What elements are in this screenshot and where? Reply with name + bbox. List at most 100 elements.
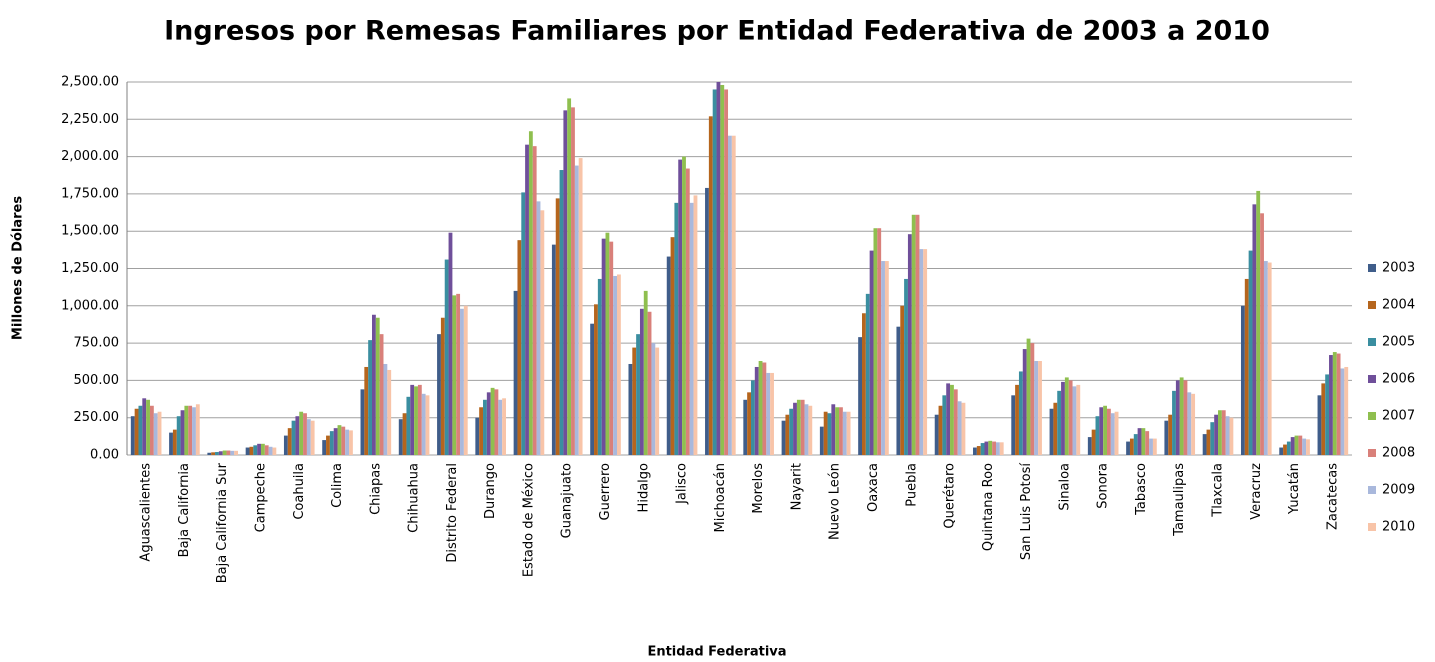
bar bbox=[731, 135, 736, 455]
bar bbox=[517, 240, 522, 455]
bar bbox=[475, 417, 480, 455]
bar bbox=[425, 395, 430, 455]
bar bbox=[666, 256, 671, 455]
bar bbox=[410, 384, 415, 455]
bar bbox=[999, 442, 1004, 455]
bar bbox=[1298, 435, 1303, 455]
bar bbox=[957, 401, 962, 455]
bar bbox=[655, 347, 660, 455]
bar bbox=[1179, 377, 1184, 455]
bar bbox=[942, 395, 947, 455]
bar bbox=[379, 334, 384, 455]
bar bbox=[215, 452, 219, 455]
bar bbox=[1087, 437, 1092, 455]
bar bbox=[800, 399, 805, 455]
bar bbox=[953, 389, 958, 455]
bar bbox=[157, 411, 162, 455]
bar bbox=[326, 435, 330, 455]
bar bbox=[988, 440, 993, 455]
bar bbox=[793, 402, 797, 455]
x-tick-label: Puebla bbox=[904, 463, 919, 507]
bar bbox=[842, 411, 847, 455]
bar bbox=[1283, 444, 1287, 455]
bar bbox=[513, 290, 518, 455]
bar bbox=[904, 278, 908, 455]
bar bbox=[1302, 438, 1307, 455]
bar bbox=[383, 363, 388, 455]
bar bbox=[1114, 411, 1119, 455]
bar bbox=[831, 404, 836, 455]
bar bbox=[234, 450, 239, 455]
bar bbox=[134, 408, 139, 455]
bar bbox=[796, 399, 801, 455]
bar bbox=[1164, 420, 1169, 455]
bar bbox=[919, 249, 924, 455]
bar bbox=[268, 446, 273, 455]
bar bbox=[299, 411, 304, 455]
bar bbox=[146, 399, 150, 455]
bar bbox=[322, 440, 327, 455]
bar bbox=[1107, 408, 1111, 455]
bar bbox=[923, 249, 928, 455]
y-tick-label: 500.00 bbox=[74, 373, 120, 388]
y-tick-label: 250.00 bbox=[74, 410, 120, 425]
bar bbox=[571, 107, 575, 455]
x-tick-label: Colima bbox=[330, 463, 345, 508]
bar bbox=[1011, 395, 1016, 455]
bar bbox=[984, 441, 989, 455]
bar bbox=[643, 290, 648, 455]
bar bbox=[750, 380, 755, 455]
bar bbox=[372, 314, 376, 455]
bar bbox=[946, 383, 951, 455]
bar bbox=[264, 445, 269, 455]
bar bbox=[728, 135, 732, 455]
bar bbox=[1218, 410, 1222, 455]
x-tick-label: Campeche bbox=[253, 463, 268, 532]
x-tick-label: Baja California Sur bbox=[215, 462, 230, 583]
x-tick-label: Veracruz bbox=[1249, 463, 1264, 520]
bar bbox=[440, 317, 445, 455]
bar bbox=[636, 334, 640, 455]
bar bbox=[858, 337, 862, 455]
bar bbox=[295, 416, 300, 455]
x-tick-label: Guanajuato bbox=[560, 463, 575, 538]
bar bbox=[333, 428, 338, 455]
bar bbox=[716, 82, 721, 455]
bar bbox=[172, 429, 177, 455]
y-tick-label: 0.00 bbox=[90, 448, 119, 463]
bar bbox=[222, 450, 227, 455]
bar bbox=[337, 425, 342, 455]
bar bbox=[1137, 428, 1142, 455]
bar bbox=[613, 275, 617, 455]
bar bbox=[758, 361, 763, 455]
bar bbox=[770, 372, 774, 455]
bar bbox=[1145, 431, 1150, 455]
bar bbox=[1332, 352, 1337, 455]
bar bbox=[1168, 414, 1173, 455]
bar bbox=[192, 407, 196, 455]
x-tick-label: Coahuila bbox=[292, 463, 307, 520]
bar bbox=[1325, 374, 1330, 455]
bar bbox=[995, 442, 1000, 455]
bar bbox=[1321, 383, 1326, 455]
bar bbox=[670, 237, 675, 455]
bar bbox=[678, 159, 683, 456]
bar bbox=[1344, 366, 1349, 455]
bar bbox=[961, 402, 966, 455]
bar bbox=[865, 293, 870, 455]
bar bbox=[1279, 447, 1284, 455]
bar bbox=[980, 443, 985, 455]
bar bbox=[398, 419, 403, 455]
bar bbox=[1018, 371, 1023, 455]
bar bbox=[1286, 441, 1291, 455]
y-tick-label: 1,500.00 bbox=[61, 224, 119, 239]
bar bbox=[260, 443, 265, 455]
bar bbox=[639, 308, 644, 455]
legend-label: 2005 bbox=[1382, 335, 1415, 350]
bar bbox=[1175, 380, 1180, 455]
bar bbox=[839, 407, 843, 455]
bar bbox=[590, 323, 595, 455]
bar bbox=[551, 244, 556, 455]
bar bbox=[532, 146, 537, 455]
